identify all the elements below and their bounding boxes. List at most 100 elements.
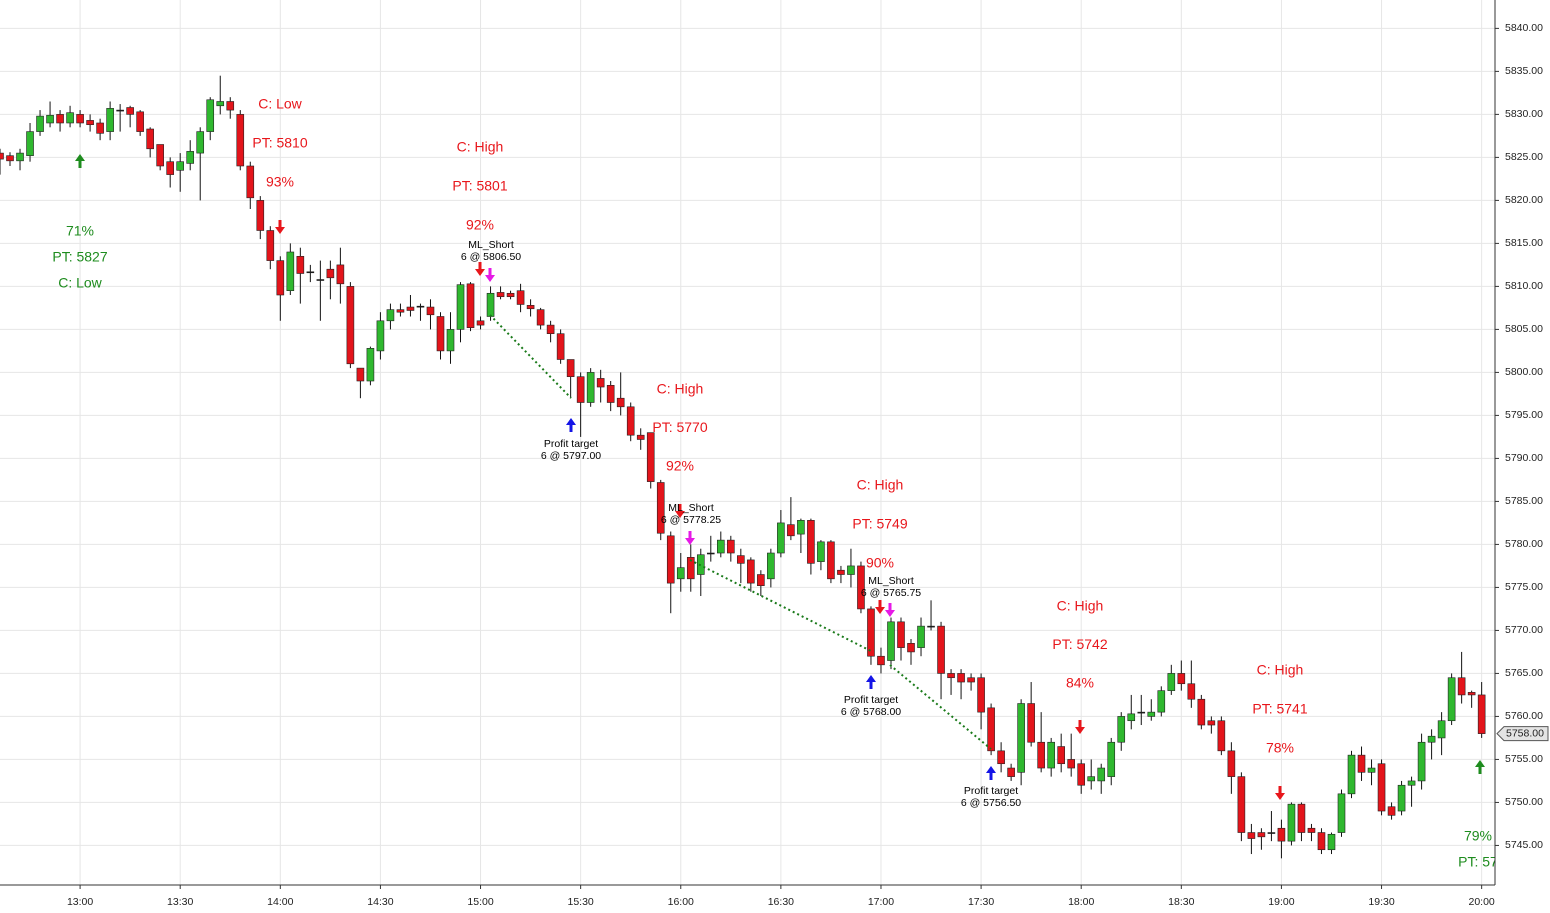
- y-tick-label: 5755.00: [1505, 753, 1543, 765]
- candle-body: [1127, 713, 1136, 722]
- y-tick-label: 5745.00: [1505, 839, 1543, 851]
- y-tick-label: 5765.00: [1505, 667, 1543, 679]
- candle-body: [136, 111, 144, 132]
- candle-body: [36, 115, 44, 132]
- y-tick-label: 5805.00: [1505, 323, 1543, 335]
- price-tag: [1496, 726, 1549, 742]
- candle-body: [376, 320, 385, 352]
- candle-body: [847, 565, 855, 575]
- signal-arrow: [275, 220, 285, 234]
- candle-body: [336, 264, 345, 285]
- trade-label: Profit target: [544, 438, 598, 450]
- candle-body: [1337, 793, 1346, 833]
- candle-body: [1007, 767, 1015, 777]
- candle-body: [416, 305, 425, 308]
- candle-body: [1417, 741, 1426, 782]
- candle-body: [1307, 827, 1316, 833]
- signal-arrow: [1475, 760, 1485, 774]
- candle-body: [296, 255, 305, 274]
- signal-label: PT: 5810: [252, 135, 307, 151]
- x-tick-label: 14:00: [267, 896, 293, 908]
- candle-body: [1377, 763, 1386, 812]
- candle-body: [0, 152, 4, 160]
- candle-body: [86, 120, 94, 126]
- candle-body: [1207, 720, 1216, 726]
- y-tick-label: 5780.00: [1505, 538, 1543, 550]
- candle-body: [606, 385, 615, 403]
- signal-label: 93%: [266, 174, 294, 190]
- candle-body: [446, 329, 455, 352]
- candle-body: [526, 305, 535, 310]
- candle-body: [156, 144, 164, 167]
- candle-body: [857, 565, 865, 610]
- y-tick-label: 5750.00: [1505, 796, 1543, 808]
- candle-body: [566, 359, 575, 378]
- candle-body: [66, 112, 74, 124]
- candle-body: [787, 524, 795, 537]
- x-tick-label: 13:00: [67, 896, 93, 908]
- candle-body: [907, 643, 915, 653]
- y-tick-label: 5835.00: [1505, 65, 1543, 77]
- y-tick-label: 5815.00: [1505, 237, 1543, 249]
- candle-body: [576, 376, 585, 403]
- candle-body: [727, 539, 735, 554]
- candle-body: [386, 309, 395, 322]
- candle-body: [867, 608, 875, 657]
- trade-label: 6 @ 5765.75: [861, 587, 921, 599]
- candle-body: [586, 372, 595, 403]
- signal-label: PT: 5827: [52, 249, 107, 265]
- candle-body: [1187, 683, 1196, 700]
- candle-body: [166, 161, 174, 175]
- y-tick-label: 5795.00: [1505, 409, 1543, 421]
- candle-body: [426, 306, 435, 316]
- candle-body: [947, 673, 955, 679]
- candle-body: [977, 677, 985, 713]
- candle-body: [236, 114, 245, 167]
- candle-body: [967, 677, 975, 683]
- candle-body: [506, 292, 515, 298]
- candle-body: [877, 655, 885, 666]
- candle-body: [516, 290, 525, 305]
- candle-body: [1067, 759, 1075, 769]
- candle-body: [116, 109, 124, 112]
- candle-body: [456, 284, 465, 330]
- signal-label: 84%: [1066, 675, 1094, 691]
- candle-body: [366, 348, 375, 382]
- candle-body: [396, 309, 405, 313]
- candle-body: [1477, 694, 1486, 734]
- candle-body: [717, 539, 725, 554]
- trade-label: 6 @ 5797.00: [541, 450, 601, 462]
- candle-body: [436, 316, 445, 352]
- signal-arrow: [875, 600, 885, 614]
- signal-label: C: High: [857, 477, 904, 493]
- candle-body: [486, 292, 495, 317]
- candle-body: [246, 165, 255, 199]
- candle-body: [616, 397, 625, 408]
- candle-body: [666, 535, 675, 584]
- candle-body: [266, 230, 275, 261]
- trade-label: ML_Short: [468, 239, 514, 251]
- candle-body: [6, 155, 14, 162]
- x-tick-label: 17:30: [968, 896, 994, 908]
- candle-body: [1097, 767, 1106, 782]
- candle-body: [476, 320, 485, 326]
- signal-label: PT: 5770: [652, 419, 707, 435]
- signal-arrow: [866, 675, 876, 689]
- x-tick-label: 15:30: [568, 896, 594, 908]
- candle-body: [1327, 833, 1336, 851]
- candle-body: [76, 114, 84, 124]
- grid: [0, 0, 1495, 885]
- candle-body: [1287, 803, 1296, 842]
- candle-body: [186, 151, 195, 164]
- x-tick-label: 20:00: [1469, 896, 1495, 908]
- trade-label: ML_Short: [868, 575, 914, 587]
- candle-body: [126, 107, 134, 115]
- candle-body: [1257, 832, 1266, 838]
- candle-body: [957, 673, 965, 683]
- candle-body: [56, 114, 64, 124]
- signal-arrow: [475, 262, 485, 276]
- candle-body: [887, 621, 895, 661]
- x-tick-label: 19:00: [1268, 896, 1294, 908]
- candle-body: [556, 333, 565, 360]
